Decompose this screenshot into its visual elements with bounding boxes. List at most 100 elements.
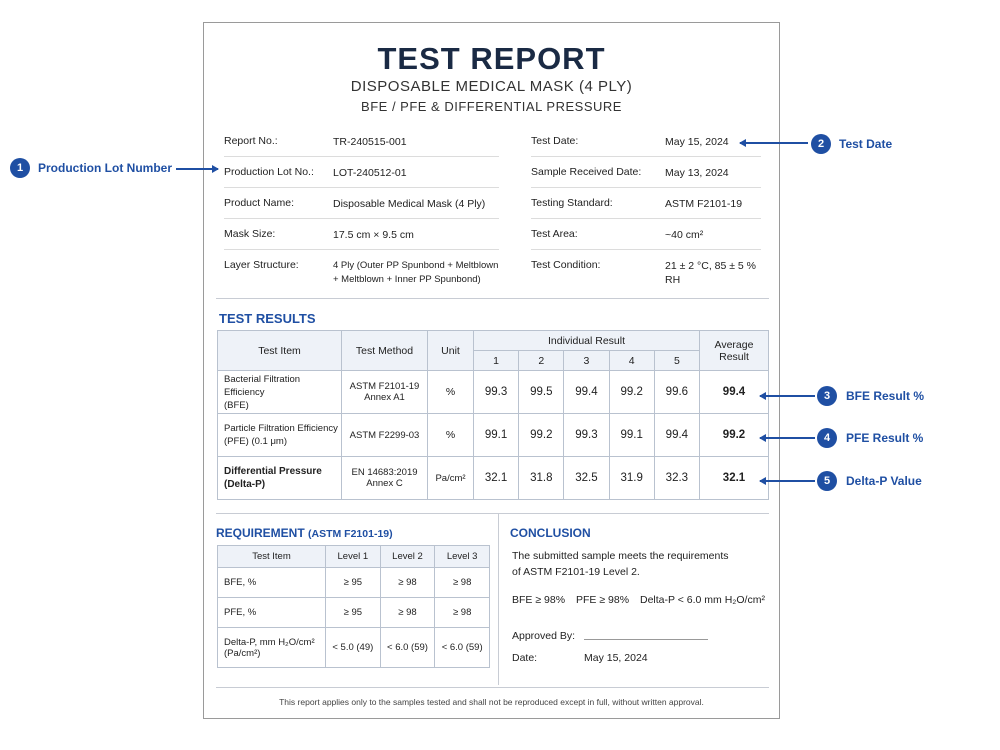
result-value: 99.3 (563, 413, 610, 457)
result-value: 99.5 (518, 370, 565, 414)
info-row-layer-structure: Layer Structure: 4 Ply (Outer PP Spunbon… (224, 249, 499, 289)
req-header-level-1: Level 1 (325, 545, 381, 568)
annotation-arrow-4 (759, 433, 815, 442)
row-unit: % (427, 413, 474, 457)
date-value: May 15, 2024 (584, 652, 648, 664)
req-level-3: ≥ 98 (434, 597, 490, 628)
requirement-title: REQUIREMENT (ASTM F2101-19) (216, 526, 393, 540)
req-level-3: ≥ 98 (434, 567, 490, 598)
result-value: 32.1 (472, 456, 520, 500)
row-method: EN 14683:2019 Annex C (341, 456, 428, 500)
info-right: Test Date: May 15, 2024 Sample Received … (531, 125, 761, 295)
info-row-received-date: Sample Received Date: May 13, 2024 (531, 156, 761, 188)
conclusion-line-1: The submitted sample meets the requireme… (512, 550, 729, 562)
result-value: 99.4 (653, 413, 701, 457)
info-row-test-condition: Test Condition: 21 ± 2 °C, 85 ± 5 % RH (531, 249, 761, 286)
annotation-badge: 5 (817, 471, 837, 491)
req-level-1: ≥ 95 (325, 597, 381, 628)
requirement-table: Test Item Level 1 Level 2 Level 3 BFE, %… (217, 545, 490, 668)
info-label: Product Name: (224, 197, 295, 209)
result-average: 32.1 (699, 456, 769, 500)
annotation-5: 5 Delta-P Value (817, 471, 922, 491)
info-row-testing-standard: Testing Standard: ASTM F2101-19 (531, 187, 761, 219)
info-row-test-area: Test Area: ~40 cm² (531, 218, 761, 250)
info-value: ~40 cm² (665, 229, 704, 241)
annotation-badge: 1 (10, 158, 30, 178)
info-row-mask-size: Mask Size: 17.5 cm × 9.5 cm (224, 218, 499, 250)
annotation-arrow-3 (759, 391, 815, 400)
annotation-4: 4 PFE Result % (817, 428, 923, 448)
method-line-1: ASTM F2101-19 (349, 381, 420, 392)
result-value: 99.2 (608, 370, 655, 414)
row-unit: % (427, 370, 474, 414)
col-header-unit: Unit (427, 330, 474, 371)
col-header-2: 2 (518, 350, 565, 371)
annotation-label: Test Date (839, 137, 893, 151)
info-label: Testing Standard: (531, 197, 613, 209)
info-label: Production Lot No.: (224, 166, 314, 178)
conclusion-deltap: Delta-P < 6.0 mm H₂O/cm² (640, 594, 765, 606)
avg-header-line-2: Result (719, 350, 749, 363)
result-value: 99.1 (608, 413, 655, 457)
info-value: May 15, 2024 (665, 136, 729, 148)
result-value: 32.5 (563, 456, 610, 500)
req-level-2: < 6.0 (59) (379, 627, 436, 668)
col-header-individual: Individual Result (473, 330, 700, 351)
req-level-1: < 5.0 (49) (325, 627, 381, 668)
info-label: Sample Received Date: (531, 166, 642, 178)
approved-by-label: Approved By: (512, 630, 576, 642)
info-value: 17.5 cm × 9.5 cm (333, 229, 414, 241)
result-average: 99.2 (699, 413, 769, 457)
col-header-4: 4 (608, 350, 655, 371)
col-header-1: 1 (472, 350, 520, 371)
req-level-1: ≥ 95 (325, 567, 381, 598)
item-line-2: (PFE) (0.1 μm) (224, 436, 288, 447)
result-value: 99.6 (653, 370, 701, 414)
annotation-2: 2 Test Date (811, 134, 892, 154)
requirement-title-text: REQUIREMENT (216, 526, 305, 540)
info-left: Report No.: TR-240515-001 Production Lot… (224, 125, 499, 295)
annotation-arrow-1 (176, 164, 219, 173)
result-value: 32.3 (653, 456, 701, 500)
item-line-2: (Delta-P) (224, 479, 266, 490)
col-header-average: Average Result (699, 330, 769, 371)
col-header-item: Test Item (217, 330, 342, 371)
signature-line (584, 639, 708, 640)
info-value: May 13, 2024 (665, 167, 729, 179)
row-method: ASTM F2101-19 Annex A1 (341, 370, 428, 414)
req-header-level-3: Level 3 (434, 545, 490, 568)
row-item: Particle Filtration Efficiency (PFE) (0.1… (217, 413, 342, 457)
annotation-1: 1 Production Lot Number (10, 158, 172, 178)
req-item-line-2: (Pa/cm²) (224, 647, 261, 659)
result-value: 31.9 (608, 456, 655, 500)
col-header-5: 5 (653, 350, 701, 371)
info-value: Disposable Medical Mask (4 Ply) (333, 198, 486, 210)
req-level-2: ≥ 98 (379, 597, 436, 628)
info-value: LOT-240512-01 (333, 167, 407, 179)
req-item: Delta-P, mm H₂O/cm² (Pa/cm²) (217, 627, 326, 668)
annotation-badge: 3 (817, 386, 837, 406)
col-header-method: Test Method (341, 330, 428, 371)
conclusion-line-2: of ASTM F2101-19 Level 2. (512, 566, 640, 578)
req-item: BFE, % (217, 567, 326, 598)
report-subtitle-2: BFE / PFE & DIFFERENTIAL PRESSURE (361, 99, 622, 114)
info-label: Test Date: (531, 135, 579, 147)
req-row-pfe: PFE, % ≥ 95 ≥ 98 ≥ 98 (217, 597, 490, 628)
row-unit: Pa/cm² (427, 456, 474, 500)
result-row-bfe: Bacterial Filtration Efficiency (BFE) AST… (217, 370, 769, 414)
date-label: Date: (512, 652, 538, 664)
layer-line-1: 4 Ply (Outer PP Spunbond + Meltblown (333, 260, 499, 271)
annotation-badge: 2 (811, 134, 831, 154)
annotation-arrow-2 (739, 138, 808, 147)
annotation-label: BFE Result % (846, 389, 925, 403)
conclusion-title: CONCLUSION (510, 526, 591, 540)
lower-divider (216, 513, 769, 514)
req-item: PFE, % (217, 597, 326, 628)
section-divider (216, 298, 769, 299)
info-label: Layer Structure: (224, 259, 299, 271)
info-row-lot-no: Production Lot No.: LOT-240512-01 (224, 156, 499, 188)
annotation-label: Delta-P Value (846, 474, 922, 488)
conclusion-pfe: PFE ≥ 98% (576, 594, 630, 606)
info-label: Report No.: (224, 135, 278, 147)
requirement-title-std: (ASTM F2101-19) (308, 528, 393, 540)
